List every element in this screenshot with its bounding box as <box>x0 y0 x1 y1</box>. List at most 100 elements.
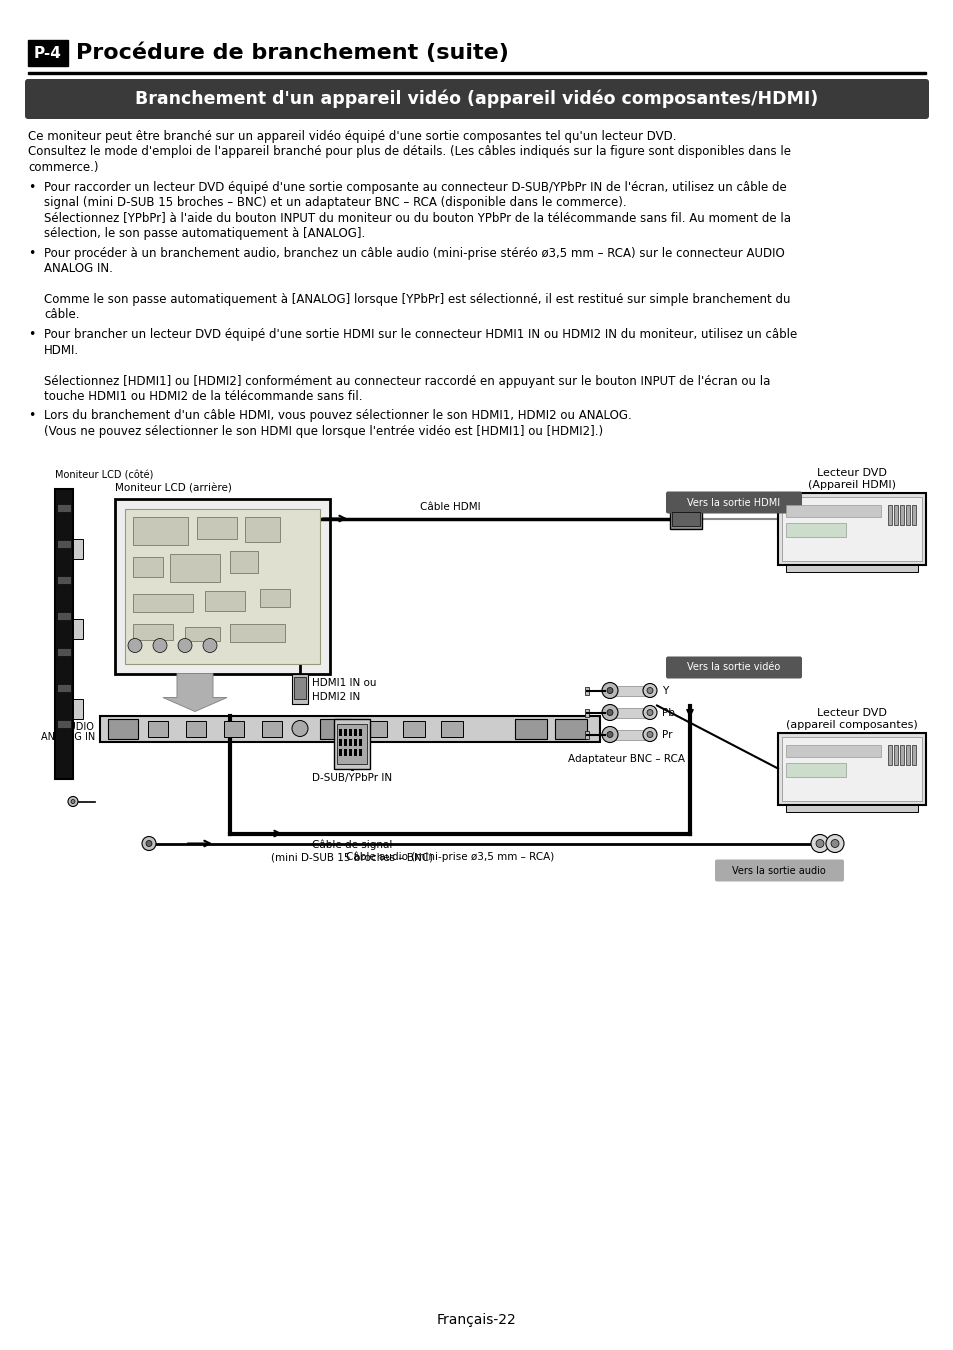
Bar <box>887 505 891 525</box>
Circle shape <box>203 639 216 652</box>
Circle shape <box>606 732 613 737</box>
Bar <box>28 40 68 66</box>
Bar <box>336 724 367 764</box>
Circle shape <box>71 799 75 803</box>
Bar <box>100 716 599 741</box>
Bar <box>334 718 370 768</box>
Bar <box>440 721 462 737</box>
Text: Lors du branchement d'un câble HDMI, vous pouvez sélectionner le son HDMI1, HDMI: Lors du branchement d'un câble HDMI, vou… <box>44 409 631 423</box>
Bar <box>73 539 83 559</box>
Circle shape <box>146 841 152 846</box>
Bar <box>57 504 71 512</box>
Bar <box>170 554 220 582</box>
Bar <box>108 718 138 738</box>
Circle shape <box>601 683 618 698</box>
Text: Sélectionnez [YPbPr] à l'aide du bouton INPUT du moniteur ou du bouton YPbPr de : Sélectionnez [YPbPr] à l'aide du bouton … <box>44 212 790 224</box>
Bar <box>230 624 285 641</box>
Bar <box>125 509 319 663</box>
Text: Moniteur LCD (côté): Moniteur LCD (côté) <box>55 471 153 481</box>
Text: HDMI2 IN: HDMI2 IN <box>312 691 360 702</box>
Text: Lecteur DVD: Lecteur DVD <box>816 468 886 478</box>
Bar <box>186 721 206 737</box>
Bar <box>785 505 880 517</box>
Bar <box>57 612 71 620</box>
Bar <box>785 805 917 811</box>
Bar <box>344 748 347 756</box>
Bar <box>57 575 71 583</box>
Circle shape <box>606 687 613 694</box>
Bar <box>785 522 845 536</box>
Bar <box>515 718 546 738</box>
Text: Lecteur DVD: Lecteur DVD <box>816 709 886 718</box>
Bar <box>604 729 649 740</box>
Circle shape <box>642 728 657 741</box>
Circle shape <box>292 721 308 737</box>
Circle shape <box>601 705 618 721</box>
Bar <box>893 744 897 764</box>
FancyBboxPatch shape <box>665 656 801 679</box>
Circle shape <box>646 710 652 716</box>
Circle shape <box>142 837 156 850</box>
Circle shape <box>830 840 838 848</box>
Bar <box>785 744 880 756</box>
Bar <box>358 738 361 745</box>
Bar <box>57 648 71 656</box>
Circle shape <box>601 726 618 743</box>
Bar <box>778 733 925 805</box>
Text: •: • <box>28 181 35 193</box>
FancyBboxPatch shape <box>665 491 801 513</box>
Circle shape <box>646 687 652 694</box>
Bar <box>349 748 352 756</box>
Bar <box>57 683 71 691</box>
Text: Sélectionnez [HDMI1] ou [HDMI2] conformément au connecteur raccordé en appuyant : Sélectionnez [HDMI1] ou [HDMI2] conformé… <box>44 374 770 387</box>
Polygon shape <box>163 674 227 711</box>
Bar <box>911 505 915 525</box>
Bar <box>73 698 83 718</box>
Text: sélection, le son passe automatiquement à [ANALOG].: sélection, le son passe automatiquement … <box>44 227 365 240</box>
Bar <box>262 721 282 737</box>
Bar <box>338 738 341 745</box>
Bar <box>905 744 909 764</box>
Bar <box>785 763 845 776</box>
Text: (mini D-SUB 15 broches – BNC): (mini D-SUB 15 broches – BNC) <box>271 852 433 863</box>
Bar <box>132 594 193 612</box>
Text: Vers la sortie HDMI: Vers la sortie HDMI <box>687 498 780 508</box>
Bar <box>292 674 308 703</box>
Text: Y: Y <box>661 686 667 695</box>
Bar <box>294 676 306 698</box>
Bar <box>402 721 424 737</box>
Text: •: • <box>28 328 35 342</box>
Text: Câble de signal: Câble de signal <box>312 840 392 850</box>
Bar <box>132 556 163 576</box>
Bar <box>555 718 586 738</box>
Bar <box>196 517 236 539</box>
Bar <box>55 489 73 779</box>
FancyBboxPatch shape <box>714 860 843 882</box>
Circle shape <box>810 834 828 852</box>
Bar <box>319 718 352 738</box>
Bar <box>893 505 897 525</box>
Bar <box>245 517 280 541</box>
Bar <box>584 687 588 694</box>
Circle shape <box>128 639 142 652</box>
Text: Moniteur LCD (arrière): Moniteur LCD (arrière) <box>115 483 232 494</box>
Text: Vers la sortie audio: Vers la sortie audio <box>731 865 825 876</box>
Text: commerce.): commerce.) <box>28 161 98 174</box>
Bar <box>785 564 917 571</box>
Text: Branchement d'un appareil vidéo (appareil vidéo composantes/HDMI): Branchement d'un appareil vidéo (apparei… <box>135 89 818 108</box>
Bar <box>344 738 347 745</box>
Text: ANALOG IN.: ANALOG IN. <box>44 262 112 275</box>
Bar <box>365 721 387 737</box>
Text: Câble HDMI: Câble HDMI <box>419 502 479 513</box>
Bar <box>28 72 925 73</box>
Bar <box>604 686 649 695</box>
Bar <box>354 729 356 736</box>
Text: AUDIO: AUDIO <box>63 721 95 732</box>
Bar <box>57 720 71 728</box>
Text: Français-22: Français-22 <box>436 1314 517 1327</box>
Bar <box>73 618 83 639</box>
Bar <box>224 721 244 737</box>
Text: D-SUB/YPbPr IN: D-SUB/YPbPr IN <box>312 772 392 783</box>
Text: Consultez le mode d'emploi de l'appareil branché pour plus de détails. (Les câbl: Consultez le mode d'emploi de l'appareil… <box>28 146 790 158</box>
Text: Pb: Pb <box>661 707 674 717</box>
